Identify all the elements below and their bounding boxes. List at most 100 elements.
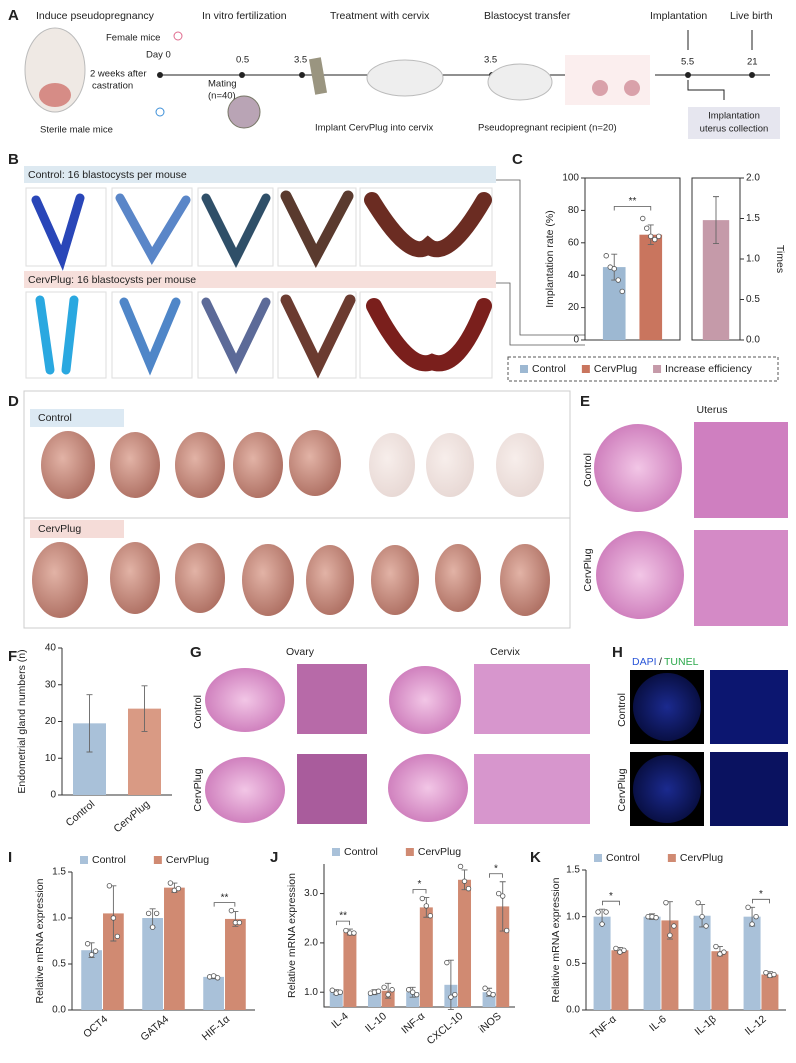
histology-zoom xyxy=(474,664,590,734)
data-point xyxy=(667,932,673,939)
data-point xyxy=(648,233,654,240)
data-point xyxy=(145,910,152,917)
data-point xyxy=(452,991,458,998)
panel-labels: A B C D E F G H I J K xyxy=(8,7,623,866)
significance-bracket xyxy=(752,898,770,904)
panel-d: Control CervPlug xyxy=(23,390,571,629)
legend-label: Control xyxy=(92,854,126,866)
legend-swatch xyxy=(594,854,602,862)
data-point xyxy=(663,899,669,906)
significance-label: * xyxy=(759,889,763,900)
error-bar xyxy=(86,694,93,753)
data-point xyxy=(753,913,759,920)
data-point xyxy=(375,988,382,994)
x-tick-label: IL-1β xyxy=(693,1013,719,1038)
bar xyxy=(81,950,102,1010)
y-tick-label: 60 xyxy=(568,237,580,248)
x-tick-label: CervPlug xyxy=(111,798,152,835)
histology-image xyxy=(596,531,684,619)
legend-label: CervPlug xyxy=(594,363,637,375)
bar xyxy=(458,879,472,1007)
label: uterus collection xyxy=(700,124,769,135)
data-point xyxy=(611,266,617,272)
row-title: CervPlug: 16 blastocysts per mouse xyxy=(28,274,196,286)
uterus-image xyxy=(115,193,191,265)
y2-tick-label: 0.5 xyxy=(746,294,760,305)
row-label: CervPlug xyxy=(616,768,628,811)
fluorescence-image xyxy=(633,755,701,823)
data-point xyxy=(381,984,387,990)
data-point xyxy=(640,215,646,222)
data-point xyxy=(652,236,658,243)
x-tick-label: INF-α xyxy=(399,1010,427,1036)
row-label: CervPlug xyxy=(582,548,594,591)
panel-label: A xyxy=(8,7,19,24)
data-point xyxy=(721,949,727,955)
data-point xyxy=(653,914,659,921)
bar xyxy=(419,907,433,1007)
data-point xyxy=(496,890,502,897)
legend-label: CervPlug xyxy=(680,852,723,864)
y-tick-label: 1.0 xyxy=(304,987,318,998)
uterus-image xyxy=(119,297,181,376)
significance-label: * xyxy=(609,891,613,902)
x-tick-label: IL-6 xyxy=(647,1013,669,1034)
female-symbol xyxy=(173,31,183,41)
timeline-dot xyxy=(749,72,755,78)
bar xyxy=(225,918,246,1010)
row-banner xyxy=(24,271,496,288)
mouse-illustration xyxy=(366,59,444,97)
stain-label: / xyxy=(659,656,662,668)
bar xyxy=(602,267,626,340)
connector xyxy=(496,179,585,346)
bar xyxy=(329,992,343,1007)
data-point xyxy=(461,878,468,884)
label-tab xyxy=(30,520,124,538)
data-point xyxy=(490,991,496,998)
x-tick-label: CXCL-10 xyxy=(425,1010,466,1047)
data-point xyxy=(671,923,677,929)
legend-swatch xyxy=(405,848,414,856)
panel-label: B xyxy=(8,151,19,168)
data-point xyxy=(457,863,464,870)
y-tick-label: 0.0 xyxy=(52,1005,66,1016)
legend-label: Increase efficiency xyxy=(665,363,753,375)
y-tick-label: 1.5 xyxy=(52,867,66,878)
uterus-image xyxy=(364,192,492,258)
panel-label: I xyxy=(8,849,12,866)
uterus-image xyxy=(366,298,492,372)
error-bar xyxy=(141,685,148,732)
label: Implant CervPlug into cervix xyxy=(315,123,434,134)
histology-image xyxy=(594,424,682,512)
y-axis-label: Relative mRNA expression xyxy=(550,877,562,1002)
label: castration xyxy=(92,81,133,92)
x-tick-label: GATA4 xyxy=(138,1013,171,1043)
step-title: Induce pseudopregnancy xyxy=(36,10,155,22)
data-point xyxy=(110,915,117,921)
y-tick-label: 0.5 xyxy=(566,958,580,969)
step-title: Live birth xyxy=(730,10,773,22)
data-point xyxy=(329,987,335,993)
data-point xyxy=(448,994,454,1000)
plot-frame xyxy=(584,177,681,341)
data-point xyxy=(405,987,412,993)
panel-label: D xyxy=(8,393,19,410)
row-label: CervPlug xyxy=(192,768,204,811)
y-tick-label: 80 xyxy=(568,205,580,216)
x-tick-label: IL-12 xyxy=(743,1013,769,1038)
histology-image xyxy=(389,666,461,734)
column-label: Cervix xyxy=(490,646,521,658)
data-point xyxy=(713,943,719,950)
pups-cervplug xyxy=(32,542,550,618)
x-tick-label: OCT4 xyxy=(81,1013,110,1040)
row-label: Control xyxy=(616,693,628,727)
row-label: Control xyxy=(582,453,594,487)
histology-zoom xyxy=(297,754,367,824)
histology-image xyxy=(205,757,285,823)
histology-zoom xyxy=(694,422,788,518)
blastocyst-illustration xyxy=(592,80,608,96)
group-label: Control xyxy=(38,412,72,424)
legend-swatch xyxy=(581,365,590,373)
y-axis-label: Endometrial gland numbers (n) xyxy=(16,649,28,793)
timeline-dot xyxy=(685,72,691,78)
